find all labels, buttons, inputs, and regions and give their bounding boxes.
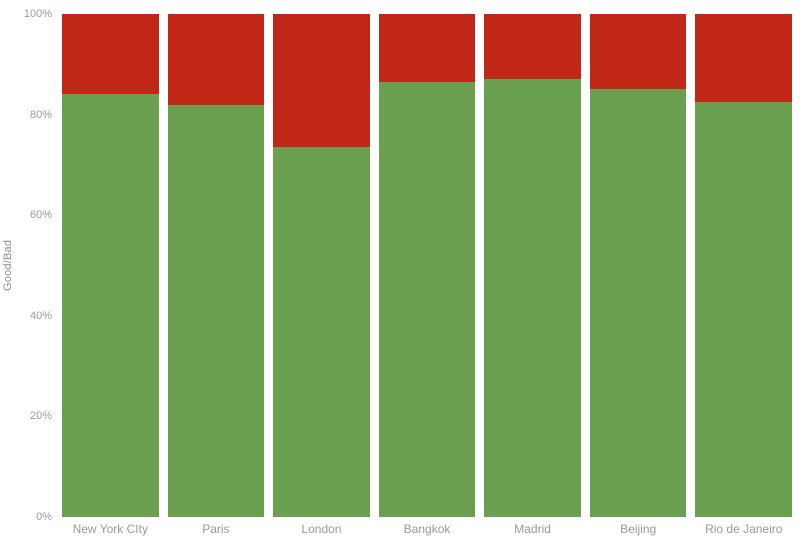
bar-segment-good (62, 94, 159, 517)
x-tick-label: London (301, 522, 342, 536)
y-axis: 0% 20% 40% 60% 80% 100% (0, 8, 56, 523)
bar-segment-good (589, 89, 687, 517)
x-tick-label: Beijing (620, 522, 657, 536)
bar-segment-good (273, 147, 370, 517)
x-tick-label: Bangkok (403, 522, 451, 536)
y-tick-label: 80% (29, 108, 52, 121)
y-tick-label: 20% (29, 410, 52, 423)
bar-segment-bad (695, 14, 793, 103)
bar (167, 14, 265, 517)
bar (589, 14, 687, 517)
bar (484, 14, 581, 517)
bar-segment-bad (378, 14, 476, 82)
y-tick-label: 40% (29, 309, 52, 322)
bar-segment-good (695, 102, 793, 517)
bar-segment-good (378, 81, 476, 517)
bar-segment-good (484, 79, 581, 517)
x-tick-label: Madrid (514, 522, 551, 536)
y-tick-label: 60% (29, 209, 52, 222)
bar (695, 14, 793, 517)
x-tick-label: Rio de Janeiro (705, 522, 783, 536)
plot-area (62, 14, 793, 517)
bar-segment-bad (484, 14, 581, 80)
x-axis: New York CIty Paris London Bangkok Madrid Bei… (62, 522, 792, 536)
x-tick-label: New York CIty (72, 522, 148, 536)
bar-segment-bad (167, 14, 265, 105)
x-tick-label: Paris (202, 522, 230, 536)
bar-segment-good (167, 104, 265, 517)
y-tick-label: 0% (36, 511, 52, 523)
y-tick-label: 100% (23, 8, 52, 20)
bar (62, 14, 159, 517)
bar-segment-bad (62, 14, 159, 95)
bar-segment-bad (589, 14, 687, 90)
bar (273, 14, 370, 517)
bar (378, 14, 476, 517)
bar-segment-bad (273, 14, 370, 148)
